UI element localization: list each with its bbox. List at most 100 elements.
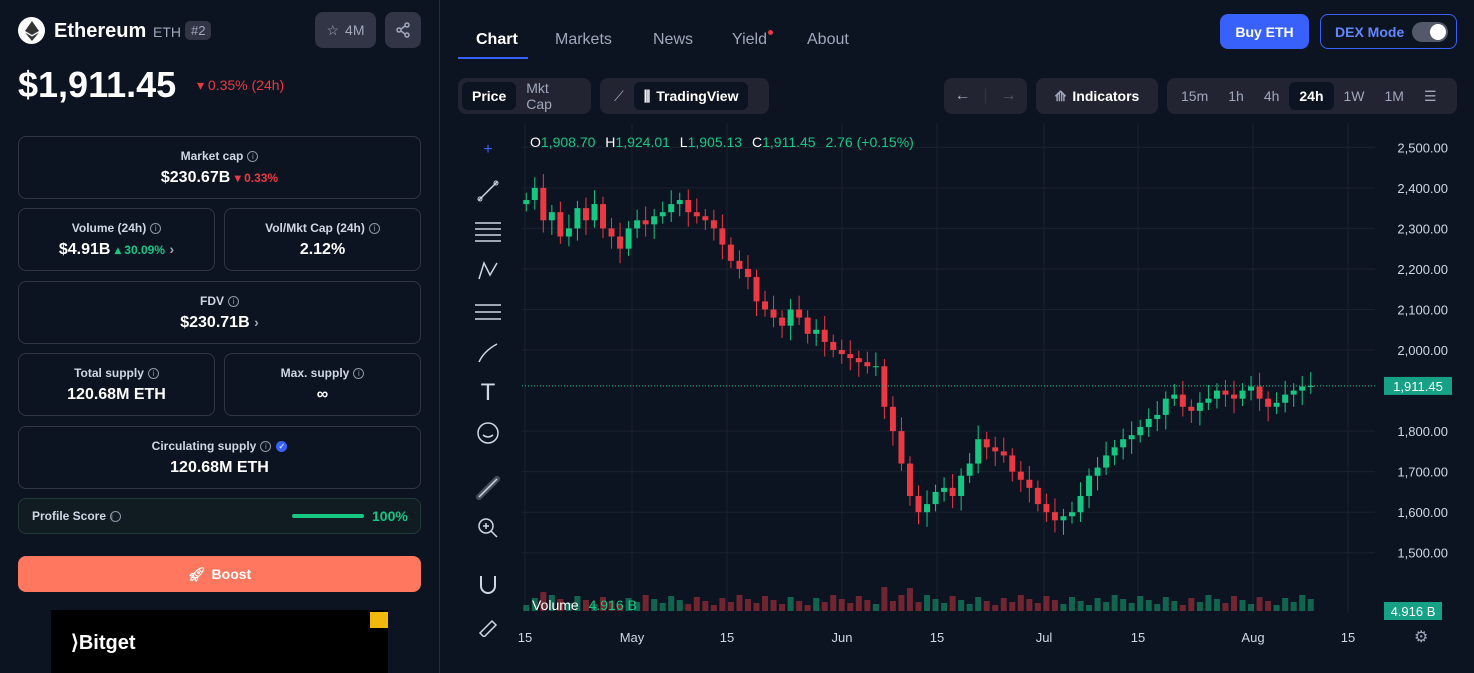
volume-bar	[949, 596, 956, 611]
mode-price[interactable]: Price	[462, 82, 517, 110]
volume-bar	[779, 604, 786, 611]
volume-bar	[676, 600, 683, 611]
ruler-icon[interactable]	[474, 474, 502, 502]
tradingview-button[interactable]: ⫼ TradingView	[633, 82, 749, 110]
brush-icon[interactable]	[474, 339, 502, 367]
volume-bar	[719, 598, 726, 611]
volume-card[interactable]: Volume (24h) i $4.91B ▴ 30.09% ›	[18, 208, 215, 271]
candle-body	[1222, 390, 1229, 395]
ad-badge-icon	[370, 612, 388, 628]
y-tick-label: 1,500.00	[1397, 546, 1448, 561]
info-icon[interactable]: i	[247, 151, 259, 163]
volume-bar	[651, 599, 658, 611]
volume-bar	[582, 600, 589, 611]
rocket-icon: 🚀︎	[187, 565, 206, 582]
emoji-icon[interactable]	[474, 419, 502, 447]
candle-body	[753, 277, 760, 302]
y-tick-label: 2,300.00	[1397, 221, 1448, 236]
ad-banner[interactable]: ⟩Bitget	[51, 610, 388, 673]
x-tick-label: 15	[930, 630, 944, 645]
zoom-in-icon[interactable]	[474, 514, 502, 542]
candle-body	[642, 220, 649, 225]
volume-bar	[685, 604, 692, 611]
candle-body	[1154, 414, 1161, 419]
profile-score-value: 100%	[372, 508, 408, 524]
last-volume-tag	[1384, 602, 1442, 620]
buy-button[interactable]: Buy ETH	[1220, 14, 1309, 49]
candle-body	[958, 475, 965, 496]
candle-body	[1179, 394, 1186, 407]
tab-about[interactable]: About	[807, 31, 849, 48]
candle-body	[787, 309, 794, 326]
volume-bar	[983, 601, 990, 611]
dex-mode-toggle[interactable]: DEX Mode	[1320, 14, 1457, 49]
volume-bar	[557, 599, 564, 611]
volume-bar	[1145, 600, 1152, 611]
fdv-label: FDV	[200, 294, 224, 308]
profile-score: Profile Score i 100%	[18, 498, 421, 534]
volume-bar	[1282, 598, 1289, 611]
price-chart[interactable]: 2,500.00 2,400.00 2,300.00 2,200.00 2,100.00…	[510, 113, 1474, 673]
tab-news[interactable]: News	[653, 31, 694, 48]
tf-24h[interactable]: 24h	[1289, 82, 1334, 110]
pattern-icon[interactable]	[474, 257, 502, 285]
info-icon[interactable]: i	[353, 368, 365, 380]
tf-1w[interactable]: 1W	[1343, 88, 1365, 104]
toggle-switch[interactable]	[1412, 22, 1448, 42]
nav-arrows: ← | →	[944, 78, 1027, 114]
y-tick-label: 2,100.00	[1397, 302, 1448, 317]
tab-markets[interactable]: Markets	[555, 31, 612, 48]
info-icon[interactable]: i	[150, 223, 162, 235]
candle-body	[889, 406, 896, 432]
forecast-icon[interactable]	[474, 298, 502, 326]
info-icon[interactable]: i	[110, 511, 122, 523]
fib-lines-icon[interactable]	[474, 217, 502, 245]
volume-bar	[813, 598, 820, 611]
volume-bar	[821, 602, 828, 611]
boost-button[interactable]: 🚀︎ Boost	[18, 556, 421, 592]
info-icon[interactable]: i	[260, 441, 272, 453]
volume-bar	[1000, 598, 1007, 611]
candle-body	[898, 431, 905, 464]
info-icon[interactable]: i	[368, 223, 380, 235]
mode-mkt-cap[interactable]: Mkt Cap	[526, 80, 552, 112]
candle-body	[1017, 471, 1024, 480]
candle-body	[1051, 512, 1058, 521]
watchlist-button[interactable]: ☆ 4M	[315, 12, 376, 48]
chevron-right-icon: ›	[254, 314, 259, 330]
volume-bar	[702, 601, 709, 611]
chart-settings-icon[interactable]: ⚙	[1414, 629, 1429, 646]
tf-15m[interactable]: 15m	[1181, 88, 1209, 104]
tab-chart[interactable]: Chart	[476, 31, 518, 48]
volume-bar	[1154, 604, 1161, 611]
indicators-button[interactable]: ⟰ Indicators	[1036, 78, 1158, 114]
tf-1m[interactable]: 1M	[1384, 88, 1404, 104]
candle-body	[1248, 386, 1255, 391]
candle-body	[710, 220, 717, 229]
volume-bar	[548, 595, 555, 611]
settings-sliders-icon[interactable]: ☰	[1423, 87, 1437, 104]
tab-yield[interactable]: Yield	[732, 30, 773, 49]
fdv-card[interactable]: FDV i $230.71B ›	[18, 281, 421, 344]
candle-body	[557, 212, 564, 237]
share-button[interactable]	[385, 12, 421, 48]
line-chart-button[interactable]: ⟋	[604, 82, 634, 110]
volume-bar	[958, 600, 965, 611]
info-icon[interactable]: i	[147, 368, 159, 380]
tf-1h[interactable]: 1h	[1228, 88, 1244, 104]
crosshair-icon[interactable]: +	[483, 141, 493, 158]
candle-body	[1282, 394, 1289, 403]
candle-body	[796, 309, 803, 318]
info-icon[interactable]: i	[228, 296, 239, 308]
magnet-icon[interactable]	[474, 570, 502, 598]
candles-icon: ⫼	[643, 87, 651, 104]
volume-bar	[1094, 598, 1101, 611]
lock-drawing-icon[interactable]	[474, 611, 502, 639]
candle-body	[1162, 398, 1169, 415]
tf-4h[interactable]: 4h	[1263, 88, 1280, 104]
profile-score-fill	[292, 514, 364, 518]
arrow-right-icon[interactable]: →	[1000, 87, 1017, 104]
trend-line-icon[interactable]	[474, 177, 502, 205]
text-tool-icon[interactable]: T	[480, 379, 496, 406]
arrow-left-icon[interactable]: ←	[954, 87, 971, 104]
